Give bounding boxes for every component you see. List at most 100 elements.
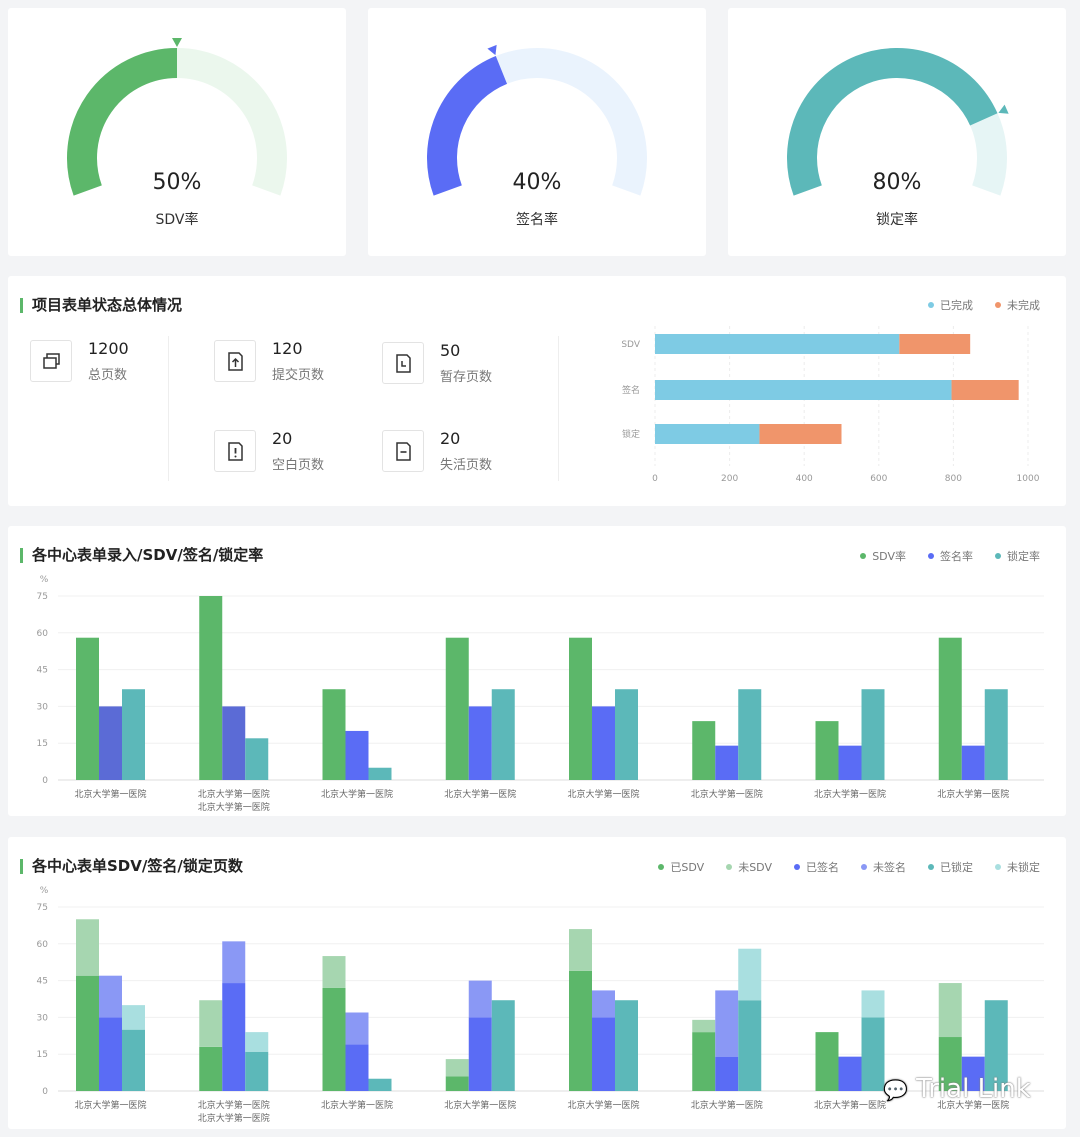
x-tick-label: 北京大学第一医院 [198, 1099, 270, 1111]
bar [468, 706, 492, 780]
bar-segment [615, 1000, 638, 1091]
bar-segment [99, 975, 122, 1018]
bar [961, 745, 985, 780]
x-tick-label: 北京大学第一医院 [74, 788, 146, 800]
legend-label: 未SDV [738, 861, 772, 874]
x-tick-label: 北京大学第一医院 [198, 801, 270, 813]
gauge-pointer-icon [998, 104, 1009, 114]
stat-value: 1200 [88, 339, 129, 358]
bar-segment [951, 380, 1019, 400]
gauge-card-sign: 40% 签名率 [368, 8, 706, 256]
stat-label: 失活页数 [440, 458, 493, 473]
wechat-icon: 💬 [883, 1078, 908, 1102]
y-tick-label: 75 [37, 903, 48, 913]
x-tick-label: 0 [652, 474, 658, 484]
stat-value: 20 [272, 429, 293, 448]
overview-card: 项目表单状态总体情况 已完成 未完成 1200 总页数 120 提交页数 50 … [8, 276, 1066, 506]
bar-segment [815, 1032, 839, 1091]
bar-segment [984, 1000, 1008, 1091]
gauge-pointer-icon [172, 38, 182, 47]
pages-icon [30, 340, 72, 382]
legend-dot [860, 553, 867, 559]
legend-label: 签名率 [940, 550, 973, 563]
divider [558, 336, 559, 481]
bar-segment [199, 1000, 223, 1047]
bar [368, 767, 392, 780]
bar-segment [322, 956, 346, 988]
bar [715, 745, 739, 780]
x-tick-label: 北京大学第一医院 [691, 1099, 763, 1111]
bar [491, 689, 515, 780]
legend-item-sign[interactable]: 签名率 [928, 548, 973, 564]
watermark: 💬 Trial Link [883, 1074, 1031, 1104]
legend-item-signed[interactable]: 已签名 [794, 859, 839, 875]
legend-dot [658, 864, 665, 870]
x-tick-label: 北京大学第一医院 [567, 1099, 639, 1111]
legend-dot [995, 553, 1001, 559]
stat-value: 120 [272, 339, 303, 358]
legend-item-locked[interactable]: 已锁定 [928, 859, 973, 875]
legend-dot [995, 864, 1001, 870]
rate-chart-title: 各中心表单录入/SDV/签名/锁定率 [20, 548, 263, 563]
inactive-icon [382, 430, 424, 472]
legend-item-unlocked[interactable]: 未锁定 [995, 859, 1040, 875]
legend-item-sdv[interactable]: SDV率 [860, 548, 906, 564]
bar-segment [245, 1051, 269, 1091]
gauge-label: 锁定率 [876, 212, 918, 228]
bar-segment [759, 424, 842, 444]
bar-segment [861, 990, 885, 1018]
bar [76, 637, 99, 780]
bar-segment [122, 1005, 145, 1030]
stat-value: 50 [440, 341, 461, 360]
legend-item-done[interactable]: 已完成 [928, 297, 973, 313]
bar-segment [569, 970, 592, 1091]
bar [692, 721, 716, 780]
legend-dot [928, 864, 934, 870]
bar-segment [738, 1000, 762, 1091]
x-tick-label: 北京大学第一医院 [74, 1099, 146, 1111]
overview-legend: 已完成 未完成 [906, 297, 1040, 313]
bar-segment [592, 990, 615, 1018]
bar [222, 706, 246, 780]
bar-segment [692, 1019, 716, 1033]
stat-label: 空白页数 [272, 458, 325, 473]
legend-item-undone[interactable]: 未完成 [995, 297, 1040, 313]
bar [938, 637, 962, 780]
x-tick-label: 北京大学第一医院 [814, 788, 886, 800]
bar [445, 637, 469, 780]
bar-segment [592, 1017, 615, 1091]
bar [122, 689, 145, 780]
gauge-value: 80% [872, 170, 922, 195]
bar-segment [368, 1078, 392, 1091]
x-tick-label: 1000 [1017, 474, 1040, 484]
gauge-fill [67, 48, 178, 196]
bar [615, 689, 638, 780]
gauge-lock [787, 48, 1009, 196]
legend-item-sdv-undone[interactable]: 未SDV [726, 859, 772, 875]
y-tick-label: 60 [37, 940, 49, 950]
x-tick-label: 北京大学第一医院 [814, 1099, 886, 1111]
y-tick-label: 15 [37, 739, 48, 749]
stat-label: 提交页数 [272, 368, 325, 383]
stat-label: 总页数 [88, 368, 128, 383]
legend-item-unsigned[interactable]: 未签名 [861, 859, 906, 875]
stat-label: 暂存页数 [440, 370, 493, 385]
pages-chart-card: 各中心表单SDV/签名/锁定页数 已SDV 未SDV 已签名 未签名 已锁定 未… [8, 837, 1066, 1129]
bar-segment [322, 987, 346, 1091]
legend-item-sdv-done[interactable]: 已SDV [658, 859, 704, 875]
gauge-sdv [67, 38, 287, 196]
bar [199, 596, 223, 780]
y-tick-label: 签名 [622, 384, 640, 396]
bar-segment [655, 334, 900, 354]
bar-segment [245, 1032, 269, 1052]
y-tick-label: 15 [37, 1050, 48, 1060]
x-tick-label: 北京大学第一医院 [321, 788, 393, 800]
legend-item-lock[interactable]: 锁定率 [995, 548, 1040, 564]
x-tick-label: 北京大学第一医院 [444, 1099, 516, 1111]
bar-segment [899, 334, 971, 354]
y-tick-label: 60 [37, 629, 49, 639]
bar [245, 738, 269, 780]
legend-dot [995, 302, 1001, 308]
y-tick-label: 0 [42, 1087, 48, 1097]
